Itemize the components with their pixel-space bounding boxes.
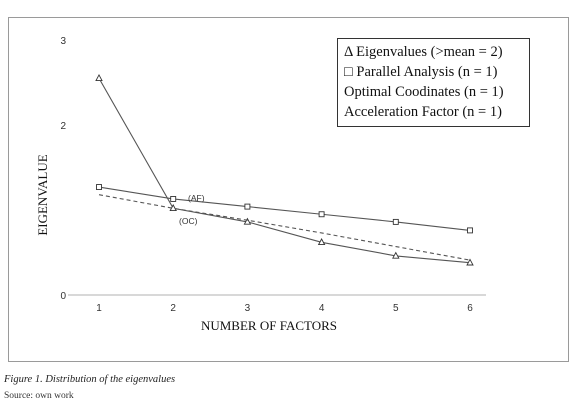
x-tick-label: 4 xyxy=(319,303,325,314)
series-line xyxy=(98,186,471,231)
x-axis-title: NUMBER OF FACTORS xyxy=(201,318,337,333)
triangle-marker xyxy=(392,251,400,259)
legend-entry-acceleration-factor: Acceleration Factor (n = 1) xyxy=(344,104,502,120)
annotation-oc: (OC) xyxy=(179,216,198,226)
series-2 xyxy=(96,184,473,234)
series-1 xyxy=(95,73,474,266)
legend-entry-eigenvalues: Δ Eigenvalues (>mean = 2) xyxy=(344,44,503,60)
legend-entry-optimal-coordinates: Optimal Coodinates (n = 1) xyxy=(344,84,504,100)
triangle-marker xyxy=(95,73,103,82)
triangle-marker xyxy=(466,258,474,266)
figure-source: Source: own work xyxy=(4,391,74,401)
square-marker xyxy=(318,211,325,218)
square-marker xyxy=(244,203,251,210)
series-line xyxy=(98,77,471,264)
chart-frame xyxy=(8,17,569,362)
x-tick-label: 6 xyxy=(467,303,473,314)
chart-legend: Δ Eigenvalues (>mean = 2) □ Parallel Ana… xyxy=(337,38,530,127)
y-tick-label: 0 xyxy=(60,291,66,302)
y-tick-label: 3 xyxy=(60,36,66,47)
triangle-marker xyxy=(317,238,326,246)
annotation-af: (AF) xyxy=(188,193,205,203)
x-tick-label: 3 xyxy=(245,303,251,314)
square-marker xyxy=(170,195,177,202)
legend-entry-parallel-analysis: □ Parallel Analysis (n = 1) xyxy=(344,64,498,80)
y-tick-labels: 0 2 3 xyxy=(60,36,66,302)
square-marker xyxy=(467,227,473,234)
y-tick-label: 2 xyxy=(60,121,66,132)
triangle-marker xyxy=(243,217,252,225)
x-tick-labels: 1 2 3 4 5 6 xyxy=(96,303,473,314)
series-layer xyxy=(95,73,474,266)
series-line xyxy=(98,194,471,261)
x-tick-label: 1 xyxy=(96,303,102,314)
square-marker xyxy=(392,218,399,225)
series-3 xyxy=(98,194,471,261)
square-marker xyxy=(96,184,102,191)
y-axis-title: EIGENVALUE xyxy=(35,154,50,235)
figure-caption: Figure 1. Distribution of the eigenvalue… xyxy=(4,374,176,385)
x-tick-label: 5 xyxy=(393,303,399,314)
x-tick-label: 2 xyxy=(170,303,176,314)
